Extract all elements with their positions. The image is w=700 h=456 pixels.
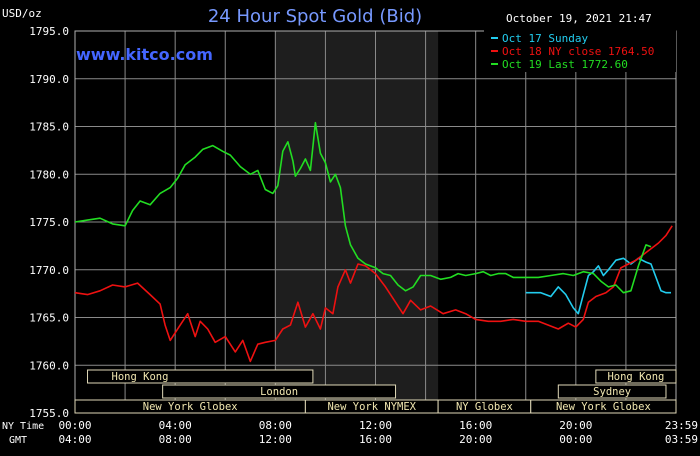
session-label: Hong Kong xyxy=(112,371,169,383)
series-line xyxy=(74,225,673,363)
watermark: www.kitco.com xyxy=(76,45,213,64)
x-tick-ny: 20:00 xyxy=(559,419,592,432)
session-label: Hong Kong xyxy=(607,371,664,383)
session-label: New York Globex xyxy=(143,401,238,413)
series-line xyxy=(525,257,671,315)
legend-box xyxy=(484,28,676,72)
y-tick-label: 1795.0 xyxy=(29,25,69,38)
session-label: New York Globex xyxy=(556,401,651,413)
x-tick-ny: 00:00 xyxy=(58,419,91,432)
y-tick-label: 1775.0 xyxy=(29,216,69,229)
x-tick-ny: 12:00 xyxy=(359,419,392,432)
x-tick-gmt: 16:00 xyxy=(359,433,392,446)
x-tick-gmt: 00:00 xyxy=(559,433,592,446)
x-tick-gmt: 03:59 xyxy=(665,433,698,446)
session-bar xyxy=(595,369,677,384)
y-tick-label: 1790.0 xyxy=(29,73,69,86)
x-tick-gmt: 04:00 xyxy=(58,433,91,446)
legend-entry: Oct 17 Sunday xyxy=(502,32,588,45)
x-axis-ticks: 00:0004:0004:0008:0008:0012:0012:0016:00… xyxy=(58,419,698,446)
session-bar xyxy=(530,399,677,414)
y-tick-label: 1760.0 xyxy=(29,359,69,372)
session-bar xyxy=(557,384,667,399)
x-tick-ny: 16:00 xyxy=(459,419,492,432)
x-tick-ny: 08:00 xyxy=(259,419,292,432)
legend-entry: Oct 19 Last 1772.60 xyxy=(502,58,628,71)
x-tick-gmt: 20:00 xyxy=(459,433,492,446)
series-line xyxy=(74,121,652,294)
grid-lines xyxy=(74,30,677,414)
session-label: Sydney xyxy=(593,386,631,398)
y-axis-ticks: 1755.0 1760.0 1765.0 1770.0 1775.0 1780.0 1785… xyxy=(29,25,69,420)
y-tick-label: 1755.0 xyxy=(29,407,69,420)
session-label: London xyxy=(260,386,298,398)
session-bar xyxy=(162,384,397,399)
y-tick-label: 1780.0 xyxy=(29,168,69,181)
ny-time-label: NY Time xyxy=(2,421,44,432)
session-bar xyxy=(87,369,314,384)
x-tick-gmt: 12:00 xyxy=(259,433,292,446)
y-tick-label: 1785.0 xyxy=(29,121,69,134)
gmt-label: GMT xyxy=(9,435,27,446)
legend-entry: Oct 18 NY close 1764.50 xyxy=(502,45,654,58)
y-tick-label: 1765.0 xyxy=(29,312,69,325)
x-tick-ny: 23:59 xyxy=(665,419,698,432)
currency-label: USD/oz xyxy=(2,7,42,20)
market-session-bars: Hong Kong Hong Kong London Sydney New York G… xyxy=(74,369,677,414)
session-label: New York NYMEX xyxy=(327,401,416,413)
x-tick-ny: 04:00 xyxy=(159,419,192,432)
y-tick-label: 1770.0 xyxy=(29,264,69,277)
series-layer xyxy=(74,121,673,363)
timestamp: October 19, 2021 21:47 xyxy=(506,12,652,25)
chart-title: 24 Hour Spot Gold (Bid) xyxy=(208,6,422,27)
x-tick-gmt: 08:00 xyxy=(159,433,192,446)
session-label: NY Globex xyxy=(456,401,513,413)
